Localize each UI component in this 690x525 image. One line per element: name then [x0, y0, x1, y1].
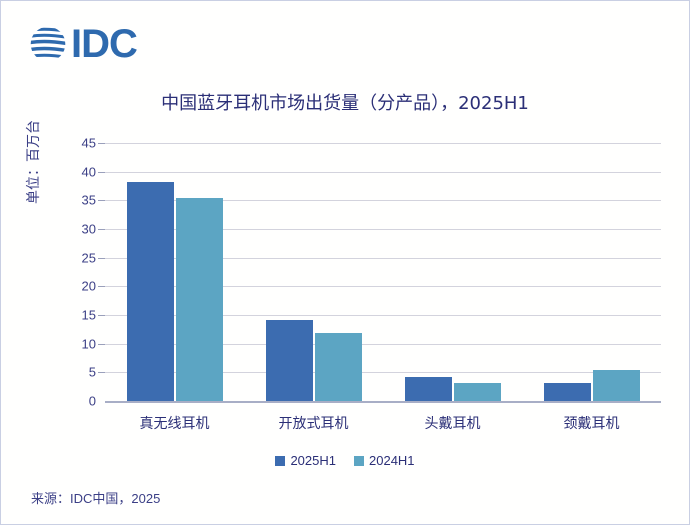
legend-swatch-icon — [275, 455, 286, 466]
y-axis-tick-label: 5 — [88, 364, 96, 380]
x-axis-category-label: 颈戴耳机 — [563, 415, 620, 431]
gridline: 15 — [82, 308, 661, 323]
y-axis-tick-mark — [98, 200, 105, 202]
bar-group — [383, 143, 522, 401]
y-axis-label: 单位：百万台 — [25, 120, 41, 204]
bar-2025H1 — [543, 382, 591, 401]
y-axis-tick-mark — [98, 143, 105, 144]
y-axis-tick-mark — [98, 229, 105, 230]
legend-label: 2024H1 — [369, 453, 415, 468]
x-axis-category-label: 头戴耳机 — [424, 415, 481, 431]
chart-legend: 2025H1 2024H1 — [1, 453, 689, 468]
gridline: 25 — [82, 250, 661, 265]
idc-logo: IDC — [27, 22, 138, 66]
gridline: 5 — [89, 365, 661, 380]
gridline: 30 — [82, 222, 661, 237]
gridline: 0 — [89, 394, 661, 409]
y-axis-tick-mark — [98, 343, 105, 345]
bar-group — [105, 143, 244, 401]
y-axis-tick-label: 45 — [81, 135, 96, 151]
y-axis-tick-label: 15 — [81, 307, 96, 323]
bar-2024H1 — [592, 370, 640, 401]
bar-series-container — [105, 143, 661, 401]
y-axis-tick-mark — [98, 372, 105, 374]
gridline: 20 — [82, 279, 661, 294]
bar-2024H1 — [453, 383, 501, 401]
x-axis-category-label: 真无线耳机 — [139, 415, 210, 431]
legend-swatch-icon — [354, 455, 364, 466]
globe-icon — [29, 25, 67, 63]
legend-item-2024H1[interactable]: 2024H1 — [354, 453, 415, 468]
x-axis-category-label: 开放式耳机 — [278, 415, 349, 431]
y-axis-tick-mark — [98, 315, 105, 316]
bar-2024H1 — [314, 333, 362, 401]
logo-wordmark: IDC — [71, 22, 138, 66]
bar-group — [244, 143, 383, 401]
y-axis-tick-label: 20 — [81, 278, 96, 294]
y-axis-tick-mark — [98, 286, 105, 288]
gridline: 45 — [82, 136, 661, 151]
bar-2024H1 — [175, 198, 223, 401]
y-axis-tick-label: 0 — [88, 393, 96, 409]
legend-label: 2025H1 — [290, 453, 336, 468]
bar-2025H1 — [404, 376, 452, 401]
gridline: 10 — [82, 336, 661, 351]
gridline: 40 — [82, 164, 661, 179]
y-axis-tick-label: 35 — [81, 192, 96, 208]
chart-title: 中国蓝牙耳机市场出货量（分产品），2025H1 — [161, 93, 529, 114]
y-axis-tick-label: 25 — [81, 250, 96, 266]
plot-area: 0 5 10 15 20 25 30 35 40 45 — [82, 136, 661, 409]
y-axis-tick-mark — [98, 171, 105, 173]
source-note: 来源：IDC中国，2025 — [31, 491, 161, 506]
bar-2025H1 — [126, 182, 174, 401]
y-axis-tick-label: 30 — [81, 221, 96, 237]
gridline: 35 — [82, 193, 661, 208]
y-axis-tick-mark — [98, 257, 105, 259]
y-axis-tick-label: 10 — [81, 336, 96, 352]
y-axis-tick-label: 40 — [81, 164, 96, 180]
x-axis-categories: 真无线耳机 开放式耳机 头戴耳机 颈戴耳机 — [105, 413, 661, 433]
legend-item-2025H1[interactable]: 2025H1 — [275, 453, 336, 468]
bar-group — [522, 143, 661, 401]
bar-2025H1 — [265, 319, 313, 401]
